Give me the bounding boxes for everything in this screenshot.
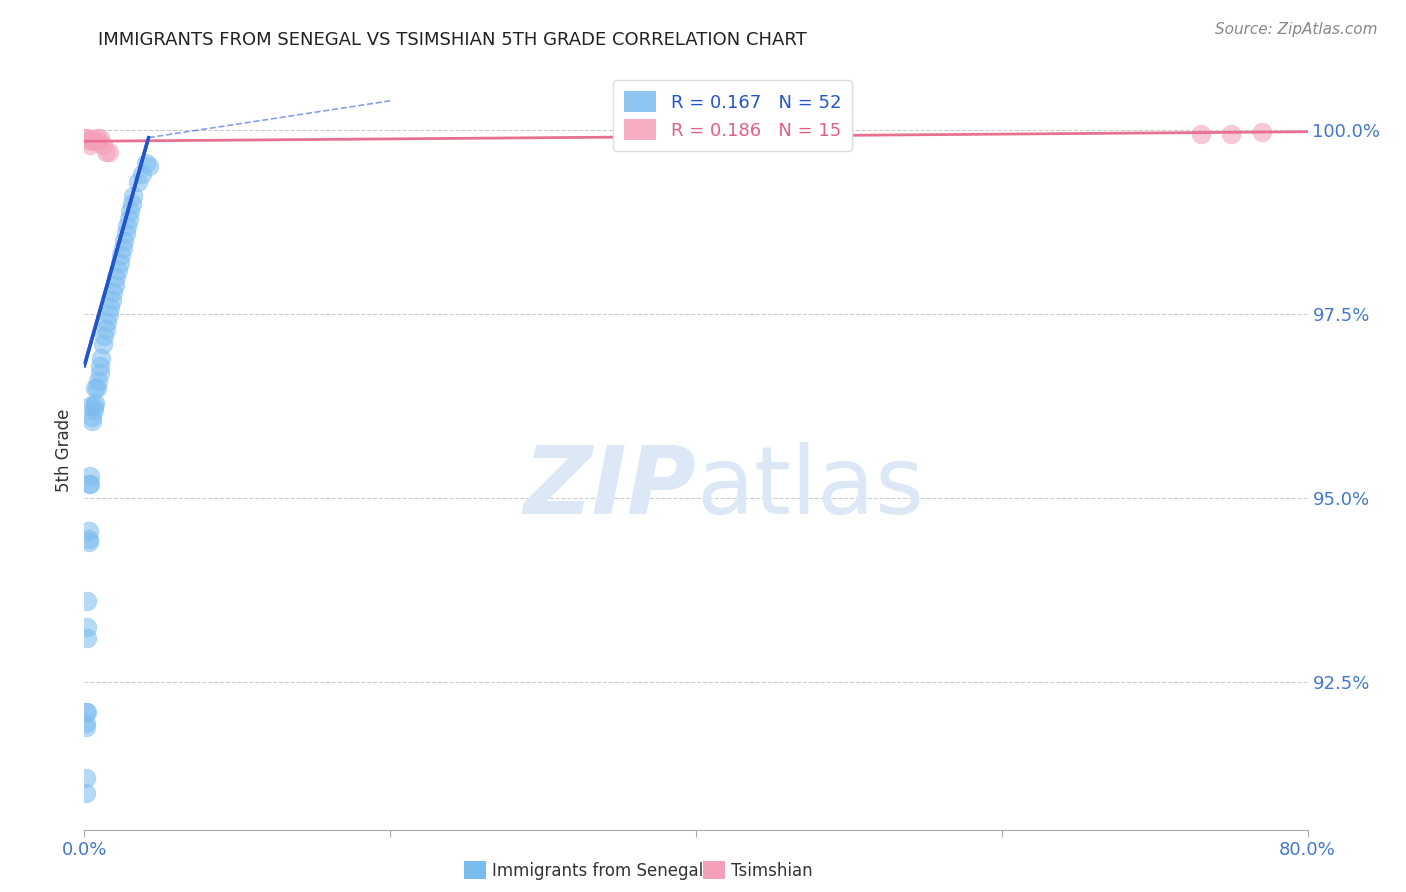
Point (83, 134, 105, 148)
Point (77, 524, 100, 539)
Point (75, 705, 97, 719)
Point (87, 134, 110, 148)
Point (77, 535, 100, 549)
Point (76, 705, 98, 719)
Point (86, 130, 108, 145)
Point (91, 138, 114, 153)
Point (104, 277, 127, 292)
Point (101, 293, 124, 307)
Point (80, 132, 103, 146)
Point (131, 168, 153, 182)
Point (118, 211, 141, 226)
Point (107, 263, 129, 277)
Point (111, 241, 134, 255)
Legend: R = 0.167   N = 52, R = 0.186   N = 15: R = 0.167 N = 52, R = 0.186 N = 15 (613, 80, 852, 151)
Point (90, 351, 112, 366)
Point (112, 234, 135, 248)
Point (110, 248, 132, 262)
Text: atlas: atlas (696, 442, 924, 534)
Text: Tsimshian: Tsimshian (731, 862, 813, 880)
Point (84, 395, 107, 409)
Point (75, 715, 97, 730)
Text: Source: ZipAtlas.com: Source: ZipAtlas.com (1215, 22, 1378, 37)
Text: ZIP: ZIP (523, 442, 696, 534)
Point (77, 476, 100, 491)
Point (96, 315, 118, 329)
Point (93, 329, 115, 343)
Point (75, 771, 97, 785)
Text: IMMIGRANTS FROM SENEGAL VS TSIMSHIAN 5TH GRADE CORRELATION CHART: IMMIGRANTS FROM SENEGAL VS TSIMSHIAN 5TH… (98, 31, 807, 49)
Point (76, 631, 98, 645)
Point (80, 414, 103, 428)
Point (79, 476, 101, 491)
Point (77, 532, 100, 546)
Point (138, 159, 160, 173)
Point (79, 399, 101, 413)
Point (1250, 125, 1272, 139)
Point (122, 189, 145, 203)
Point (105, 270, 128, 285)
Point (76, 594, 98, 608)
Point (89, 366, 111, 380)
Point (87, 374, 110, 388)
Point (84, 381, 107, 395)
Point (135, 156, 157, 170)
Point (75, 786, 97, 800)
Point (83, 399, 105, 413)
Point (114, 227, 136, 241)
Point (1189, 127, 1212, 141)
Y-axis label: 5th Grade: 5th Grade (55, 409, 73, 492)
Point (94, 145, 117, 160)
Point (79, 138, 101, 153)
Point (89, 130, 111, 145)
Point (79, 469, 101, 483)
Point (75, 130, 97, 145)
Text: Immigrants from Senegal: Immigrants from Senegal (492, 862, 703, 880)
Point (76, 130, 98, 145)
Point (108, 256, 131, 270)
Point (97, 307, 120, 321)
Point (120, 204, 142, 219)
Point (83, 403, 105, 417)
Point (97, 145, 120, 160)
Point (86, 381, 108, 395)
Point (75, 719, 97, 733)
Point (103, 285, 125, 300)
Point (89, 359, 111, 373)
Point (91, 336, 114, 351)
Point (1220, 127, 1243, 141)
Point (76, 620, 98, 634)
Point (94, 322, 117, 336)
Point (127, 175, 149, 189)
Point (98, 300, 121, 314)
Point (77, 134, 100, 148)
Point (115, 219, 138, 233)
Point (80, 410, 103, 425)
Point (121, 197, 143, 211)
